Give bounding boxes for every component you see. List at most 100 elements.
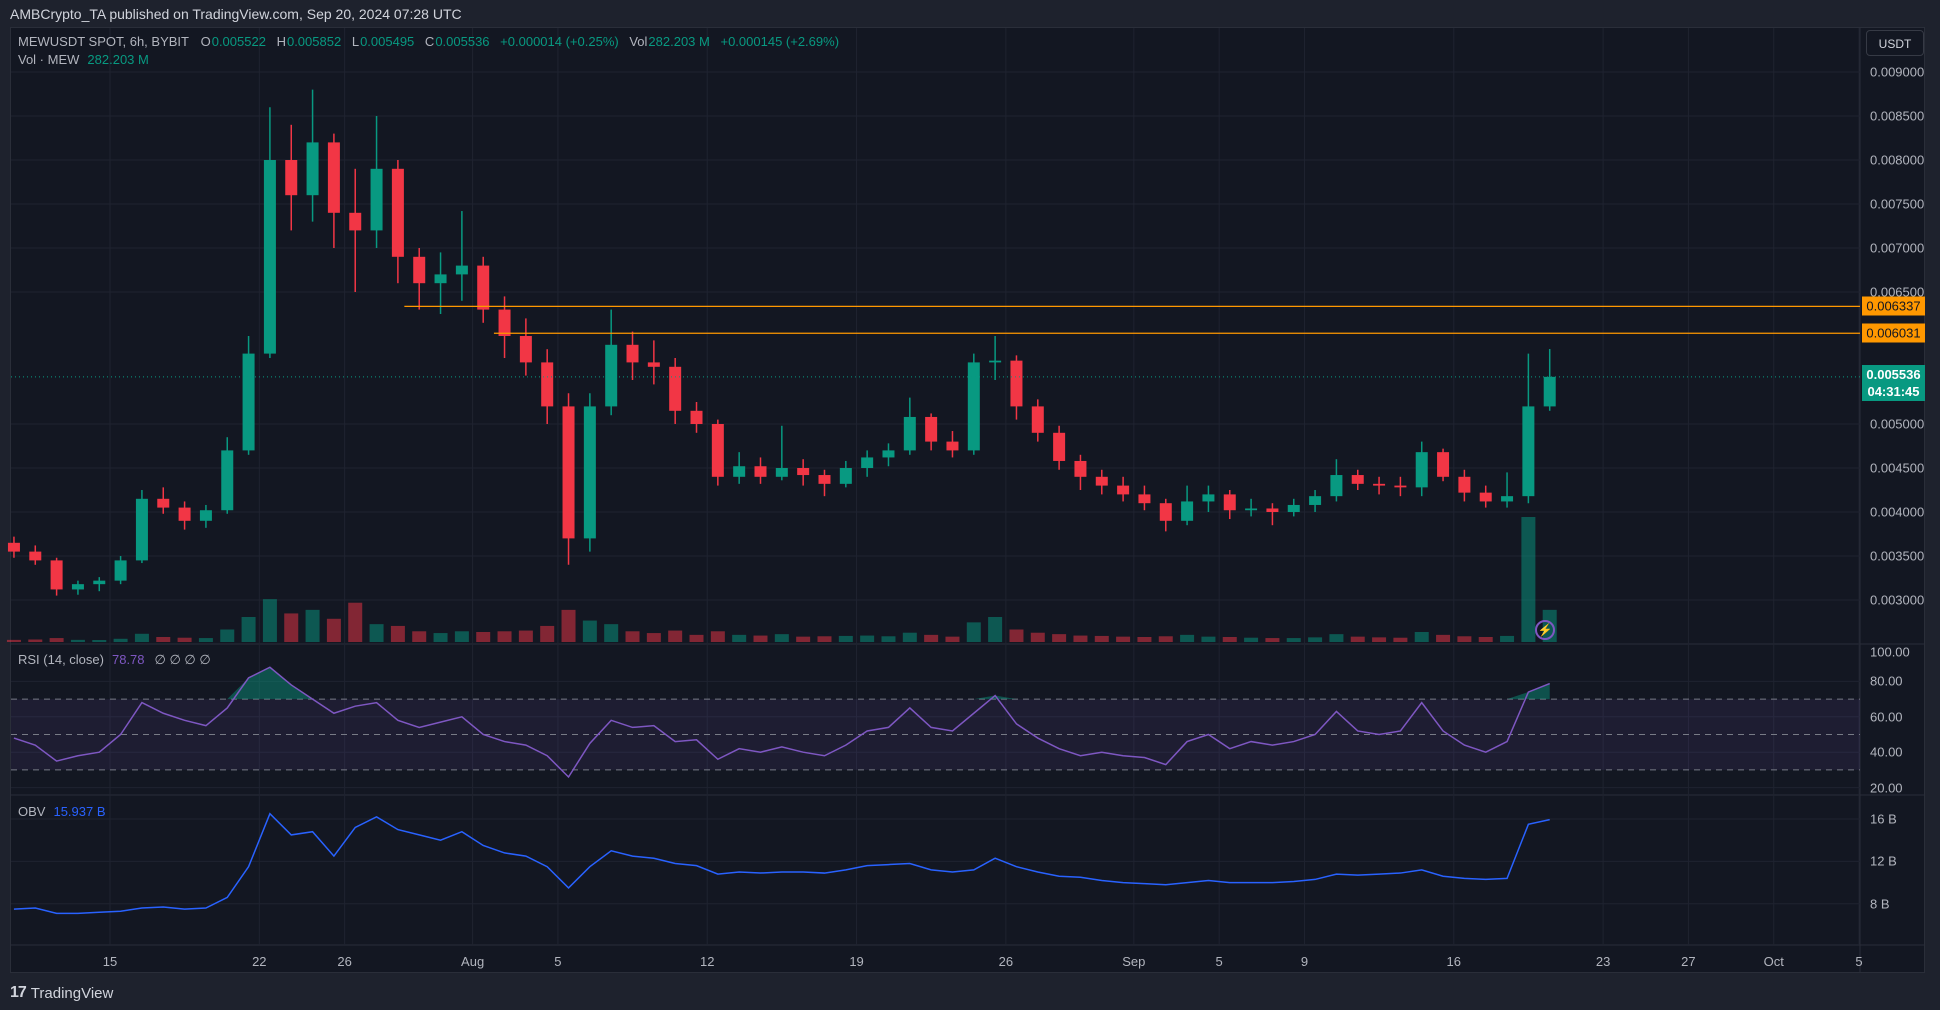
volume-bar: [1052, 634, 1067, 642]
volume-bar: [369, 624, 384, 642]
candle-down: [626, 344, 639, 363]
candle-up: [1330, 475, 1343, 497]
volume-bar: [1009, 629, 1024, 642]
volume-bar: [1286, 638, 1301, 642]
price-axis-label: 0.007500: [1870, 196, 1925, 212]
resistance-level-tag[interactable]: 0.006337: [1862, 296, 1925, 316]
candle-down: [349, 212, 362, 231]
volume-indicator-label[interactable]: Vol · MEW: [18, 52, 80, 67]
volume-bar: [796, 636, 811, 642]
open-label: O: [200, 34, 211, 49]
price-axis-label: 0.003000: [1870, 592, 1925, 608]
volume-bar: [1457, 636, 1472, 642]
candle-up: [114, 560, 127, 581]
currency-button[interactable]: USDT: [1866, 30, 1924, 56]
candle-up: [1245, 508, 1258, 511]
candle-down: [327, 142, 340, 213]
tradingview-logo[interactable]: 17 TradingView: [10, 984, 113, 1002]
resistance-level-tag[interactable]: 0.006031: [1862, 323, 1925, 343]
rsi-axis-label: 20.00: [1870, 780, 1903, 796]
volume-bar: [70, 639, 85, 642]
publisher-header: AMBCrypto_TA published on TradingView.co…: [10, 6, 462, 22]
candle-down: [690, 410, 703, 424]
price-axis-label: 0.009000: [1870, 64, 1925, 80]
volume-bar: [966, 622, 981, 642]
high-value: 0.005852: [286, 34, 342, 49]
volume-bar: [988, 617, 1003, 642]
volume-bar: [1030, 632, 1045, 642]
volume-bar: [390, 625, 405, 642]
candle-down: [1138, 494, 1151, 504]
volume-bar: [774, 634, 789, 642]
time-axis-label: 26: [998, 954, 1014, 969]
volume-bar: [156, 637, 171, 642]
candle-down: [711, 424, 724, 477]
volume-bar: [1137, 637, 1152, 642]
volume-bar: [433, 633, 448, 642]
volume-bar: [1116, 636, 1131, 642]
volume-bar: [1094, 635, 1109, 642]
volume-bar: [1308, 637, 1323, 642]
volume-bar: [1436, 634, 1451, 642]
candle-down: [50, 560, 63, 590]
price-axis-label: 0.003500: [1870, 548, 1925, 564]
volume-bar: [668, 630, 683, 642]
candle-down: [754, 466, 767, 477]
last-price-tag: 0.005536 04:31:45: [1862, 364, 1925, 401]
time-axis-label: 12: [700, 954, 715, 969]
candle-down: [1074, 460, 1087, 477]
volume-bar: [561, 609, 576, 642]
vol-value: 282.203 M: [648, 34, 710, 49]
price-axis-label: 0.004000: [1870, 504, 1925, 520]
rsi-axis-label: 100.00: [1870, 644, 1910, 660]
volume-bar: [1265, 638, 1280, 642]
volume-bar: [497, 631, 512, 642]
volume-bar: [220, 629, 235, 642]
candle-down: [1458, 476, 1471, 493]
volume-bar: [1244, 637, 1259, 642]
volume-bar: [305, 609, 320, 642]
time-axis-label: 23: [1595, 954, 1611, 969]
last-price: 0.005536: [1866, 366, 1921, 382]
candle-down: [647, 362, 660, 367]
candle-up: [1202, 494, 1215, 502]
volume-bar: [604, 624, 619, 642]
volume-bar: [1158, 636, 1173, 642]
rsi-extra-values: ∅ ∅ ∅ ∅: [154, 652, 211, 667]
candle-down: [413, 256, 426, 284]
volume-bar: [6, 639, 21, 642]
volume-bar: [646, 633, 661, 642]
volume-bar: [689, 634, 704, 642]
vol-change-value: +0.000145 (+2.69%): [720, 34, 840, 49]
obv-axis-label: 8 B: [1870, 896, 1890, 912]
candle-up: [434, 274, 447, 284]
price-axis-label: 0.005000: [1870, 416, 1925, 432]
tv-brand-text: TradingView: [30, 984, 114, 1002]
volume-bar: [177, 637, 192, 642]
candle-down: [1394, 485, 1407, 488]
candle-up: [839, 468, 852, 484]
volume-bar: [1350, 636, 1365, 642]
lightning-icon[interactable]: ⚡: [1535, 620, 1555, 640]
volume-bar: [881, 636, 896, 642]
rsi-label[interactable]: RSI (14, close): [18, 652, 104, 667]
volume-bar: [1414, 632, 1429, 642]
tv-logo-icon: 17: [10, 984, 27, 1001]
obv-label[interactable]: OBV: [18, 804, 46, 819]
candle-down: [1266, 508, 1279, 512]
candle-down: [1223, 494, 1236, 511]
volume-bar: [1180, 634, 1195, 642]
candle-up: [242, 353, 255, 451]
candle-up: [1415, 452, 1428, 488]
bar-countdown: 04:31:45: [1867, 383, 1920, 399]
symbol-name[interactable]: MEWUSDT SPOT, 6h, BYBIT: [18, 34, 189, 49]
volume-bar: [262, 599, 277, 642]
time-axis-label: 5: [1215, 954, 1223, 969]
volume-bar: [326, 618, 341, 642]
price-axis-label: 0.006500: [1870, 284, 1925, 300]
candle-up: [1181, 501, 1194, 521]
time-axis-label: Oct: [1763, 954, 1784, 969]
volume-bar: [92, 640, 107, 642]
candle-down: [818, 475, 831, 484]
